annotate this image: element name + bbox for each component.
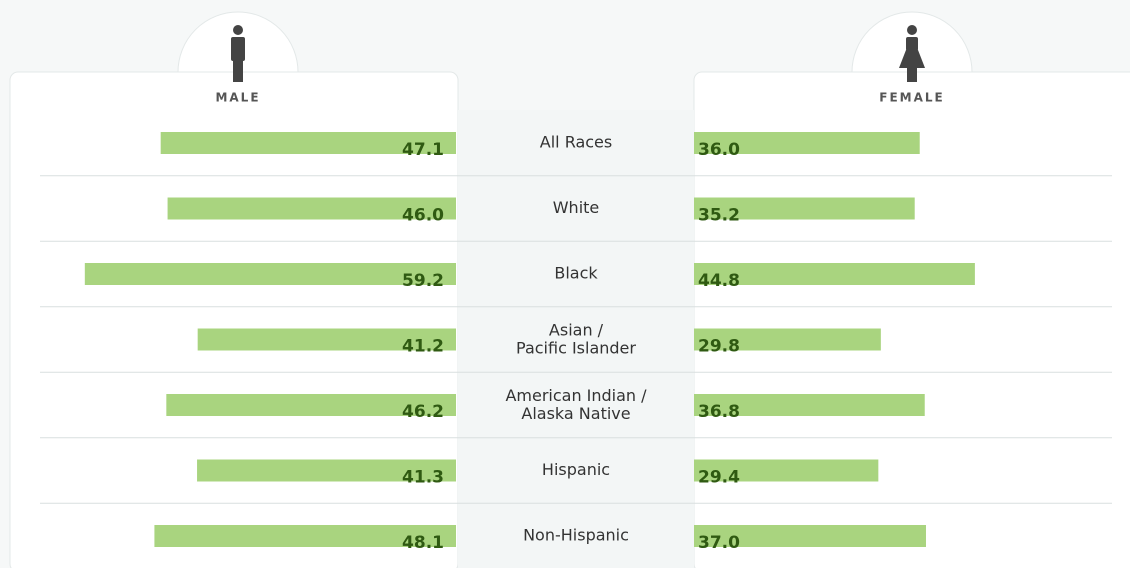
- bar: [160, 132, 457, 154]
- category-label: Asian / Pacific Islander: [516, 320, 636, 357]
- value-label: 41.3: [402, 468, 444, 488]
- bar: [694, 459, 879, 482]
- value-label: 47.1: [402, 140, 444, 160]
- value-label: 35.2: [698, 206, 740, 226]
- male-heading: MALE: [215, 91, 260, 105]
- value-label: 37.0: [698, 533, 740, 553]
- category-label: American Indian / Alaska Native: [505, 386, 647, 423]
- value-label: 46.0: [402, 206, 444, 226]
- value-label: 41.2: [402, 337, 444, 357]
- value-label: 29.8: [698, 337, 740, 357]
- bar: [694, 328, 881, 351]
- value-label: 59.2: [402, 271, 444, 291]
- value-label: 36.0: [698, 140, 740, 160]
- value-label: 48.1: [402, 533, 444, 553]
- bar: [694, 525, 926, 547]
- female-icon: [899, 25, 925, 82]
- male-icon: [231, 25, 245, 82]
- bar: [694, 394, 925, 416]
- female-heading: FEMALE: [879, 91, 944, 105]
- value-label: 36.8: [698, 402, 740, 422]
- bar: [166, 394, 457, 416]
- bar: [197, 459, 456, 482]
- tab-join: [178, 73, 298, 93]
- category-label: Black: [554, 264, 598, 283]
- bar: [694, 132, 920, 154]
- value-label: 44.8: [698, 271, 740, 291]
- value-label: 29.4: [698, 468, 740, 488]
- value-label: 46.2: [402, 402, 444, 422]
- bar: [84, 263, 456, 285]
- bar: [154, 525, 456, 547]
- bar: [167, 197, 456, 220]
- bar: [694, 197, 915, 220]
- category-label: All Races: [540, 133, 612, 152]
- category-label: Non-Hispanic: [523, 526, 629, 545]
- bar: [197, 328, 456, 351]
- category-label: White: [553, 198, 600, 217]
- tab-join: [852, 73, 972, 93]
- category-label: Hispanic: [542, 460, 610, 479]
- bar: [694, 263, 975, 285]
- category-column: [458, 110, 694, 568]
